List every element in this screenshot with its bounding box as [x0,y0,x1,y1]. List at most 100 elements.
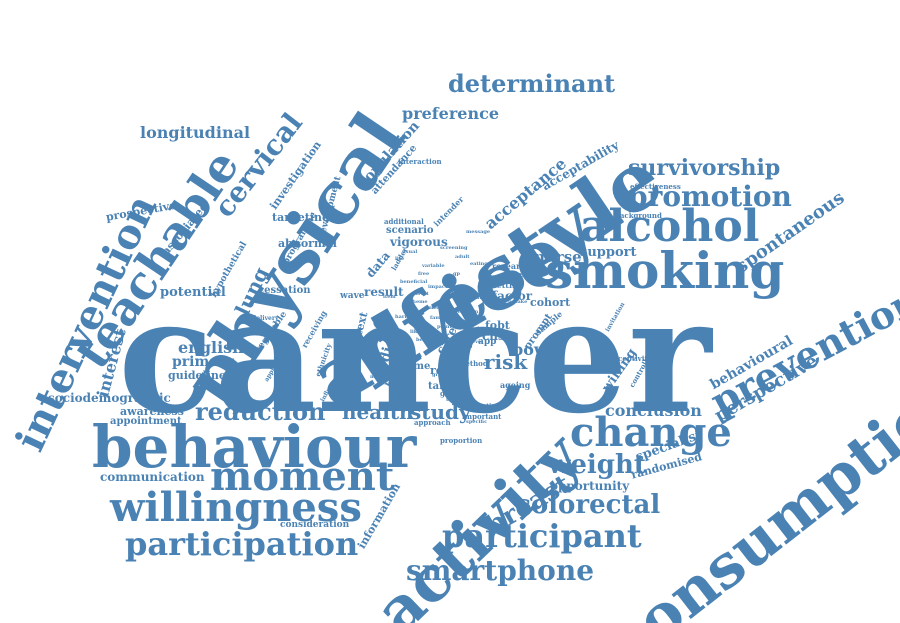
word-cessation: cessation [258,285,311,296]
word-appointment: appointment [110,416,182,427]
word-theme: theme [410,299,428,305]
word-intender: intender [431,194,466,229]
word-colorectal: colorectal [515,490,661,520]
word-interaction: interaction [398,157,442,166]
word-weight: weight [548,450,646,480]
word-receive: receive [505,270,534,279]
word-exploring: exploring [446,343,473,349]
word-participation: participation [125,525,359,563]
word-smoking: smoking [545,241,785,300]
word-vigorous: vigorous [390,235,448,249]
word-setting: setting [492,280,524,290]
word-gp: gp [453,271,460,277]
word-cancer: cancer [118,264,712,449]
word-life: life [395,256,405,262]
word-behaviour: behaviour [92,413,417,481]
word-uk: uk [444,279,452,285]
word-moment: moment [210,453,395,500]
word-cost: cost [470,295,482,301]
word-usual: usual [402,249,418,255]
word-determinant: determinant [448,69,616,98]
word-nurse: nurse [534,248,582,266]
word-factor: factor [492,289,533,303]
word-abnormal: abnormal [278,237,337,250]
word-delivery: delivery [252,315,279,322]
word-promotion: promotion [628,180,792,213]
word-target: target [428,381,463,392]
word-outcome: outcome [390,344,415,350]
word-participant: participant [442,517,642,555]
word-important: important [462,412,502,421]
word-benefit: benefit [416,337,436,343]
word-willingness: willingness [110,484,362,531]
word-variable: variable [422,263,445,269]
word-scenario: scenario [386,225,434,236]
word-test: test [480,277,491,283]
word-among: among [425,305,444,311]
word-impact: impact [428,284,448,290]
word-effectiveness: effectiveness [630,182,681,191]
word-role: role [430,364,455,377]
word-greater: greater [440,389,469,398]
word-cnss: cnss [482,329,512,343]
word-adult: adult [455,254,470,260]
word-music: music [370,374,387,380]
word-social: social [463,326,480,332]
word-app: app [478,337,497,347]
word-fruit: fruit [416,291,429,297]
word-result: result [364,285,404,299]
word-time: time [405,361,431,372]
word-reduction: reduction [195,397,326,426]
word-guideline: guideline [168,369,226,382]
word-english: english [178,338,244,357]
word-sociodemographic: sociodemographic [48,391,171,405]
word-targeting: targeting [272,211,330,224]
word-preference: preference [402,104,500,123]
word-screening: screening [440,245,468,251]
word-opportunity: opportunity [550,479,630,493]
word-proportion: proportion [440,436,483,445]
word-effective: effective [470,403,499,410]
word-third: third [446,397,460,403]
word-method: method [458,359,488,368]
word-fobt: fobt [485,319,510,332]
word-free: free [418,271,430,277]
word-smartphone: smartphone [406,554,595,587]
word-background: background [615,211,662,220]
word-communication: communication [100,470,205,484]
word-alcohol: alcohol [580,201,760,252]
word-message: message [466,229,491,235]
word-potential: potential [160,285,226,300]
word-approach: approach [414,418,451,427]
word-likely: likely [410,329,426,335]
word-specific: specific [466,419,488,425]
word-item: item [383,294,396,300]
word-wave: wave [340,291,365,301]
word-risk: risk [484,350,528,374]
word-health: health [342,400,414,424]
word-cohort: cohort [530,296,571,309]
word-survivorship: survivorship [628,155,781,181]
word-uptake: uptake [508,299,528,305]
word-conclusion: conclusion [605,401,702,420]
word-change: change [570,409,732,456]
word-level: level [470,339,484,345]
word-ageing: ageing [500,380,531,390]
word-study: study [410,400,471,424]
word-research: research [492,261,531,271]
word-additional: additional [384,217,424,226]
word-reaction: reaction [455,309,479,315]
word-awareness: awareness [120,405,184,418]
word-bowel: bowel [512,340,564,359]
word-support: support [580,245,637,260]
word-harms: harms [395,314,413,320]
word-consideration: consideration [280,520,350,530]
word-point: point [437,324,452,330]
word-group: group [432,372,449,378]
word-receptivity: receptivity [610,354,652,363]
word-beneficial: beneficial [400,279,428,285]
word-primary: primary [172,354,234,370]
word-heard: heard [450,289,467,295]
word-longitudinal: longitudinal [140,123,251,142]
